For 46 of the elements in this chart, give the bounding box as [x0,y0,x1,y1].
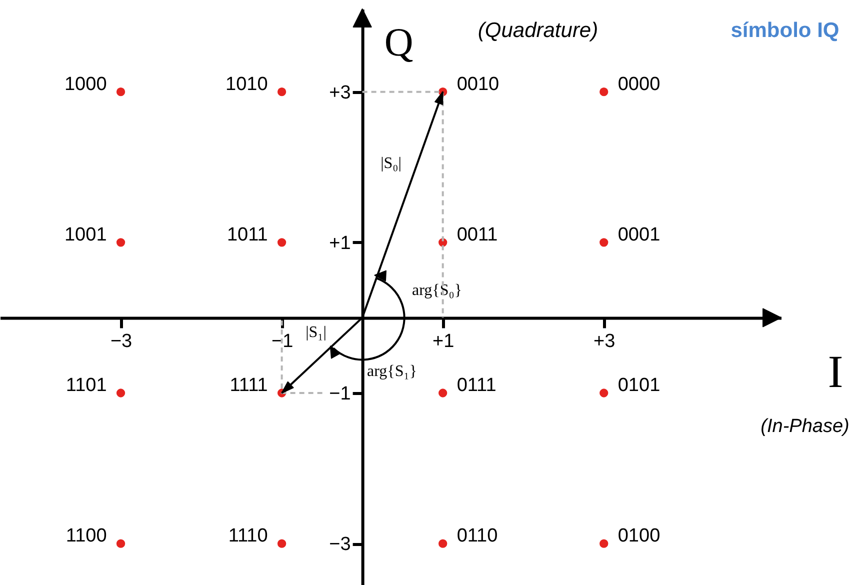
annotation: 1011 [226,224,268,246]
annotation: 1010 [226,74,268,95]
annotation: 0111 [456,375,496,396]
annotation: arg{S₀} [412,282,462,299]
annotation: 0100 [618,526,660,547]
annotation: 1110 [228,526,268,547]
x-axis-title: I [828,346,844,398]
annotation: 0101 [618,375,660,396]
point [600,238,608,247]
point [438,388,448,398]
annotation: 0110 [456,526,498,547]
annotation: |S₀| [380,155,402,172]
x-tick-label: −3 [110,331,132,352]
point [277,238,286,247]
point [438,539,448,548]
point [600,539,608,548]
y-tick-label: −3 [329,534,351,556]
point [277,88,286,96]
annotation: 0000 [618,74,660,95]
y-tick-label: −1 [329,384,351,404]
annotation: símbolo IQ [730,19,840,42]
point [600,388,608,398]
y-axis-title: Q [384,20,414,64]
point [116,539,126,548]
x-tick-label: −1 [271,331,294,352]
point [116,238,126,247]
annotation: arg{S₁} [367,363,417,380]
annotation: 0001 [618,224,660,246]
annotation: 0010 [456,74,500,95]
point [116,388,126,398]
annotation: (In-Phase) [760,416,850,437]
annotation: 1100 [66,526,107,547]
point [277,539,286,548]
annotation: (Quadrature) [478,19,598,42]
annotation: 1000 [64,74,107,95]
x-tick-label: +3 [594,331,616,352]
annotation: |S₁| [306,324,326,341]
x-tick-label: +1 [432,331,454,352]
point [116,88,126,96]
point [600,88,608,96]
annotation: 1111 [230,375,268,396]
annotation: 1001 [64,224,107,246]
y-tick-label: +3 [329,82,351,104]
y-tick-label: +1 [329,232,351,254]
annotation: 0011 [456,224,498,246]
annotation: 1101 [66,375,107,396]
